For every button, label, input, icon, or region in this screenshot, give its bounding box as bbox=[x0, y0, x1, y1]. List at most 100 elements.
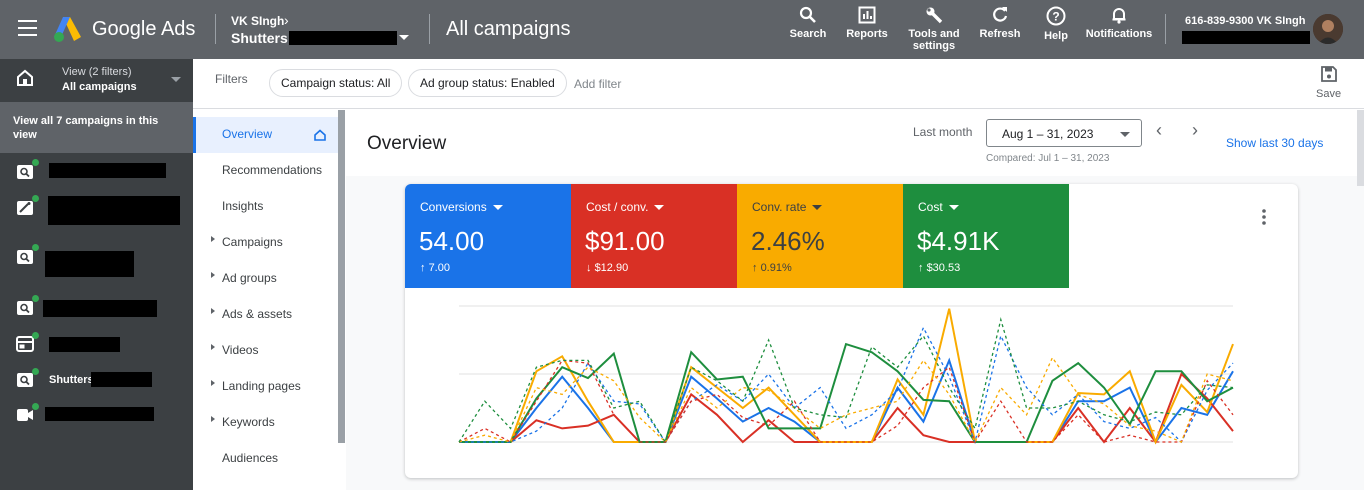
main-scrollbar[interactable] bbox=[1357, 110, 1364, 186]
video-campaign-icon bbox=[17, 409, 33, 421]
view-dropdown-icon[interactable] bbox=[171, 77, 181, 82]
home-icon bbox=[17, 69, 33, 86]
view-all-campaigns[interactable]: View all 7 campaigns in this view bbox=[0, 102, 193, 153]
expand-arrow-icon bbox=[211, 272, 215, 278]
menu-item-ad-groups[interactable]: Ad groups bbox=[193, 261, 338, 297]
menu-icon[interactable] bbox=[18, 20, 38, 38]
search-button[interactable]: Search bbox=[787, 6, 829, 40]
chart-series-line-6 bbox=[458, 359, 1234, 444]
view-name: All campaigns bbox=[62, 81, 137, 93]
menu-item-audiences[interactable]: Audiences bbox=[193, 441, 338, 477]
menu-item-landing-pages[interactable]: Landing pages bbox=[193, 369, 338, 405]
campaign-item-shutters[interactable]: Shutters bbox=[0, 363, 193, 399]
help-button[interactable]: ? Help bbox=[1040, 6, 1072, 42]
metric-delta: ↑ 0.91% bbox=[752, 262, 792, 274]
metric-name-text: Conversions bbox=[420, 200, 487, 214]
expand-arrow-icon bbox=[211, 308, 215, 314]
filter-chip-campaign-status[interactable]: Campaign status: All bbox=[269, 69, 403, 97]
redacted-email bbox=[1182, 31, 1310, 44]
metric-dropdown-icon bbox=[812, 205, 823, 211]
metric-dropdown-icon bbox=[948, 205, 959, 211]
menu-item-recommendations[interactable]: Recommendations bbox=[193, 153, 338, 189]
show-last-30-days-link[interactable]: Show last 30 days bbox=[1226, 136, 1324, 150]
google-ads-logo-icon bbox=[54, 17, 81, 42]
avatar-image bbox=[1313, 14, 1343, 44]
campaign-item[interactable] bbox=[0, 153, 193, 189]
menu-item-label: Overview bbox=[222, 127, 273, 141]
metric-conv-rate[interactable]: Conv. rate 2.46% ↑ 0.91% bbox=[737, 184, 903, 288]
search-campaign-icon bbox=[17, 301, 33, 315]
metric-cost[interactable]: Cost $4.91K ↑ $30.53 bbox=[903, 184, 1069, 288]
help-icon: ? bbox=[1046, 6, 1066, 26]
campaign-item[interactable] bbox=[0, 291, 193, 327]
metric-dropdown-icon bbox=[654, 205, 665, 211]
more-vert-icon bbox=[1262, 209, 1266, 225]
metric-conversions[interactable]: Conversions 54.00 ↑ 7.00 bbox=[405, 184, 571, 288]
menu-item-campaigns[interactable]: Campaigns bbox=[193, 225, 338, 261]
metric-name: Conversions bbox=[420, 200, 503, 214]
menu-item-videos[interactable]: Videos bbox=[193, 333, 338, 369]
account-dropdown-icon[interactable] bbox=[399, 35, 409, 40]
account-selector[interactable]: Shutters bbox=[231, 30, 288, 46]
page-title: All campaigns bbox=[446, 18, 571, 40]
arrow-down-icon: ↓ bbox=[586, 262, 595, 274]
campaign-item[interactable] bbox=[0, 399, 193, 435]
metric-value: $91.00 bbox=[585, 226, 665, 256]
chart-series-line-3 bbox=[459, 308, 1234, 445]
redacted-campaign-name bbox=[48, 196, 180, 225]
chart-series-line-4 bbox=[459, 342, 1234, 443]
refresh-button[interactable]: Refresh bbox=[978, 6, 1022, 40]
search-campaign-icon bbox=[17, 373, 33, 387]
reports-button[interactable]: Reports bbox=[844, 6, 890, 40]
view-selector[interactable]: View (2 filters) All campaigns bbox=[0, 59, 193, 102]
page-menu: Overview Recommendations Insights Campai… bbox=[193, 110, 338, 490]
date-range-picker[interactable]: Aug 1 – 31, 2023 bbox=[986, 119, 1142, 147]
menu-item-insights[interactable]: Insights bbox=[193, 189, 338, 225]
divider bbox=[215, 14, 216, 44]
filter-chip-ad-group-status[interactable]: Ad group status: Enabled bbox=[408, 69, 567, 97]
add-filter-button[interactable]: Add filter bbox=[574, 77, 622, 91]
menu-item-label: Campaigns bbox=[222, 235, 283, 249]
campaign-item[interactable] bbox=[0, 189, 193, 233]
redacted-campaign-name bbox=[43, 300, 157, 317]
notifications-label: Notifications bbox=[1085, 28, 1153, 40]
metric-cost-per-conv[interactable]: Cost / conv. $91.00 ↓ $12.90 bbox=[571, 184, 737, 288]
arrow-up-icon: ↑ bbox=[918, 262, 927, 274]
notifications-button[interactable]: Notifications bbox=[1084, 6, 1154, 40]
status-enabled-dot bbox=[32, 295, 39, 302]
bell-icon bbox=[1112, 8, 1126, 24]
filters-label: Filters bbox=[215, 72, 248, 86]
expand-arrow-icon bbox=[211, 344, 215, 350]
more-options-button[interactable] bbox=[1260, 208, 1268, 231]
status-enabled-dot bbox=[32, 403, 39, 410]
arrow-up-icon: ↑ bbox=[420, 262, 429, 274]
redacted-campaign-name bbox=[49, 163, 166, 178]
filter-bar: Filters Campaign status: All Ad group st… bbox=[193, 59, 1364, 109]
account-name[interactable]: VK SIngh bbox=[231, 14, 285, 28]
tools-settings-button[interactable]: Tools and settings bbox=[904, 6, 964, 52]
menu-item-ads-assets[interactable]: Ads & assets bbox=[193, 297, 338, 333]
avatar[interactable] bbox=[1313, 14, 1343, 44]
menu-item-label: Audiences bbox=[222, 451, 279, 465]
user-account-line[interactable]: 616-839-9300 VK SIngh bbox=[1185, 15, 1306, 27]
svg-text:?: ? bbox=[1052, 10, 1059, 24]
save-label: Save bbox=[1316, 88, 1342, 100]
reports-label: Reports bbox=[846, 28, 888, 40]
campaign-item[interactable] bbox=[0, 243, 193, 289]
menu-scrollbar[interactable] bbox=[338, 110, 345, 443]
performance-card: Conversions 54.00 ↑ 7.00 Cost / conv. $9… bbox=[405, 184, 1298, 478]
arrow-up-icon: ↑ bbox=[752, 262, 761, 274]
brand-name: Google Ads bbox=[92, 18, 196, 40]
performance-line-chart bbox=[458, 305, 1234, 445]
chart-series-line-2 bbox=[459, 372, 1234, 445]
next-period-button[interactable]: › bbox=[1192, 120, 1198, 140]
menu-item-label: Ad groups bbox=[222, 271, 277, 285]
menu-item-label: Insights bbox=[222, 199, 264, 213]
menu-item-overview[interactable]: Overview bbox=[193, 117, 338, 153]
chevron-right-icon[interactable]: › bbox=[284, 12, 289, 28]
menu-item-keywords[interactable]: Keywords bbox=[193, 405, 338, 441]
metric-name: Cost bbox=[918, 200, 959, 214]
campaign-item[interactable] bbox=[0, 327, 193, 363]
previous-period-button[interactable]: ‹ bbox=[1156, 120, 1162, 140]
save-button[interactable]: Save bbox=[1316, 65, 1341, 100]
